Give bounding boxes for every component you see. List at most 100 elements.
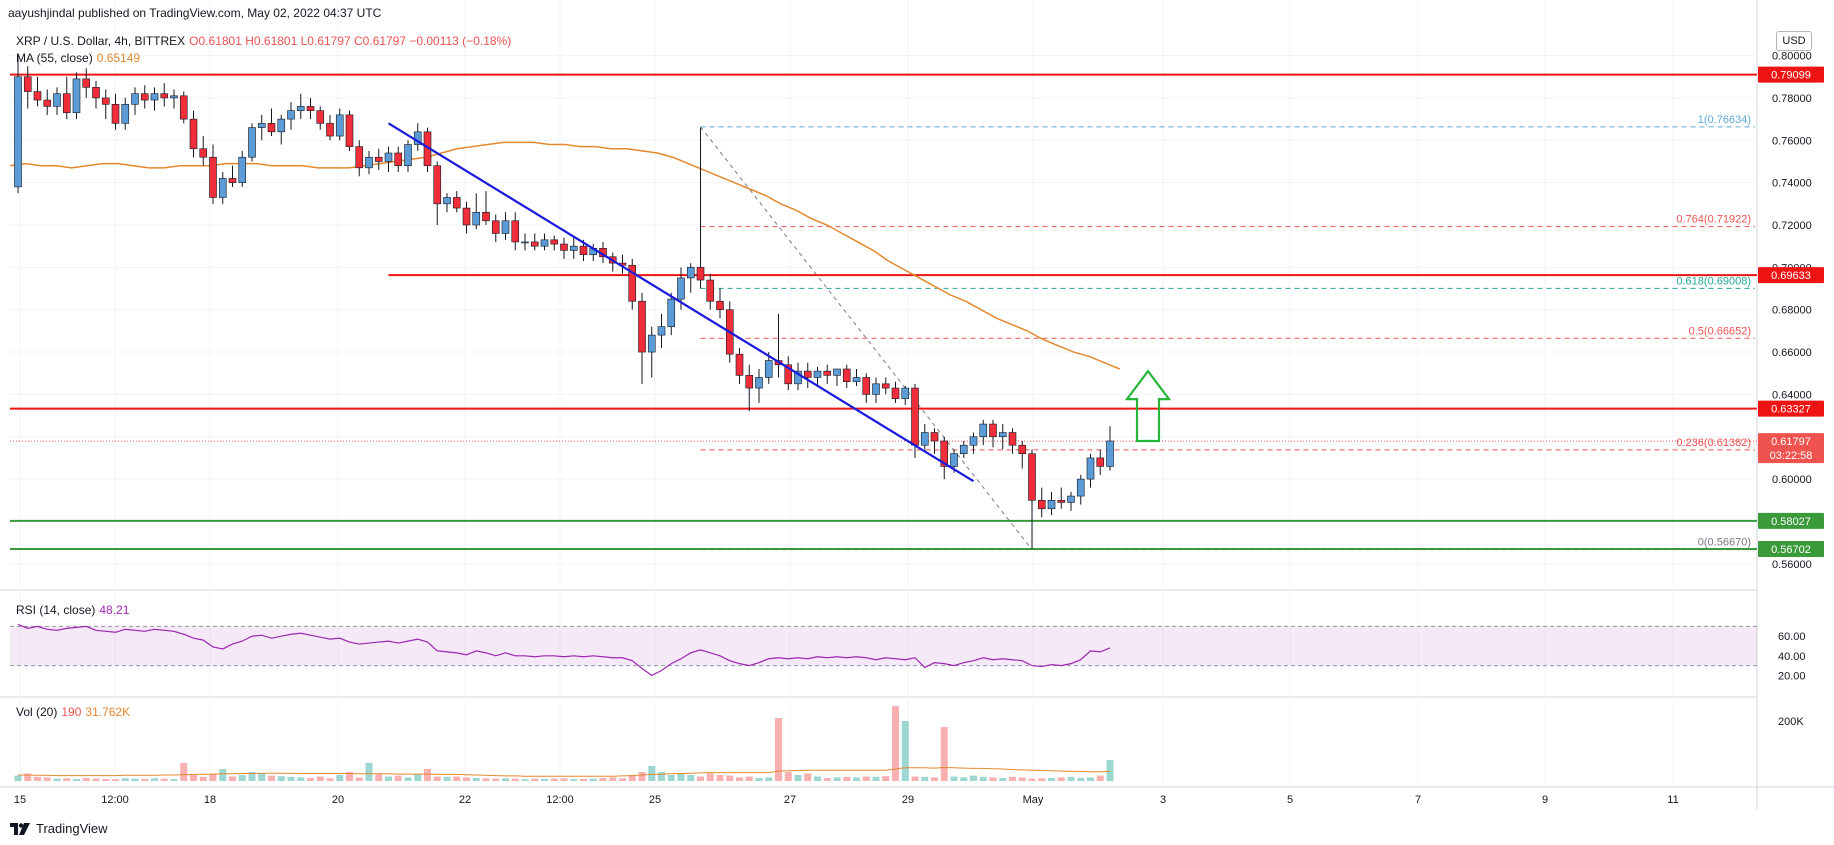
volume-bar: [73, 778, 80, 781]
candle: [1037, 487, 1046, 518]
volume-bar: [1038, 778, 1046, 781]
candle-body: [579, 245, 588, 255]
volume-bar: [433, 776, 441, 781]
volume-bar: [151, 778, 158, 781]
candle-body: [199, 148, 208, 158]
candle-body: [735, 353, 744, 376]
candle: [111, 93, 120, 130]
candle-body: [920, 432, 929, 446]
volume-bar: [921, 776, 929, 781]
price-label-text: 0.58027: [1771, 516, 1811, 528]
candle-body: [667, 298, 676, 327]
volume-bar: [346, 772, 353, 781]
volume-bar: [950, 776, 958, 781]
y-tick-label: 0.68000: [1772, 305, 1812, 317]
volume-bar: [424, 769, 431, 781]
candle: [365, 150, 373, 175]
candle: [550, 235, 559, 251]
volume-tick-label: 200K: [1778, 716, 1804, 728]
price-label-box: [1758, 66, 1824, 83]
candle-body: [696, 267, 705, 281]
volume-bar: [882, 776, 890, 781]
candle-body: [170, 95, 178, 99]
candle-body: [1047, 499, 1056, 510]
candle-body: [745, 375, 754, 389]
candle: [1096, 449, 1105, 475]
ma-legend: MA (55, close) 0.65149: [16, 51, 140, 65]
candle-body: [842, 368, 851, 383]
candle-body: [316, 110, 325, 124]
candle: [316, 106, 325, 130]
fib-level-label: 0.236(0.61382): [1676, 437, 1751, 449]
volume-bar: [979, 776, 987, 781]
volume-bar: [307, 778, 314, 781]
candle: [833, 368, 841, 386]
x-tick-label: 22: [459, 794, 471, 806]
candle: [716, 288, 724, 319]
volume-bar: [931, 777, 938, 781]
volume-legend: Vol (20) 190 31.762K: [16, 705, 130, 719]
volume-bar: [823, 778, 831, 781]
candle-body: [628, 264, 637, 302]
volume-bar: [658, 772, 665, 781]
candle: [823, 364, 832, 384]
candle: [267, 108, 276, 137]
volume-bar: [277, 776, 285, 781]
candle: [257, 114, 266, 141]
candle-body: [131, 93, 139, 105]
candle: [657, 313, 666, 348]
candle-body: [657, 326, 666, 336]
x-tick-label: 27: [784, 794, 796, 806]
candle: [735, 347, 744, 384]
footer-brand-name: TradingView: [36, 821, 108, 836]
x-tick-label: 3: [1160, 794, 1166, 806]
volume-bar: [121, 778, 129, 781]
candle-body: [335, 114, 344, 137]
candle-body: [950, 453, 958, 467]
x-tick-label: 15: [14, 794, 26, 806]
candle-body: [472, 211, 481, 226]
candle-body: [452, 197, 461, 209]
candle-body: [189, 118, 198, 150]
volume-bar: [677, 773, 685, 781]
candle: [53, 87, 61, 115]
volume-bar: [53, 778, 61, 781]
candle-body: [872, 383, 880, 395]
x-tick-label: 18: [204, 794, 216, 806]
volume-bar: [14, 775, 22, 781]
x-tick-label: 11: [1667, 794, 1678, 806]
y-tick-label: 0.56000: [1772, 559, 1812, 571]
volume-bar: [463, 777, 470, 781]
candle: [745, 364, 754, 412]
price-label-text: 0.63327: [1771, 404, 1811, 416]
volume-bar: [34, 776, 41, 781]
x-tick-label: 25: [649, 794, 661, 806]
volume-bar: [745, 776, 753, 781]
volume-bar: [794, 775, 802, 781]
candle: [862, 373, 871, 403]
candle-body: [794, 370, 802, 385]
candle-body: [901, 387, 910, 399]
y-tick-label: 0.66000: [1772, 347, 1812, 359]
candle: [345, 110, 354, 151]
candle-body: [852, 377, 861, 383]
volume-bar: [580, 778, 587, 781]
price-label-box: [1758, 400, 1824, 417]
candle: [774, 313, 783, 378]
currency-badge[interactable]: USD: [1776, 31, 1812, 51]
candle-body: [1008, 432, 1017, 446]
candle: [1028, 449, 1036, 549]
symbol-name: XRP / U.S. Dollar, 4h, BITTREX: [16, 34, 186, 48]
candle: [560, 237, 568, 259]
candle-body: [911, 387, 919, 446]
candle-body: [33, 91, 42, 101]
rsi-value: 48.21: [99, 603, 130, 617]
candle-body: [647, 334, 656, 353]
volume-bar: [268, 775, 275, 781]
rsi-legend: RSI (14, close) 48.21: [16, 603, 129, 617]
candle: [686, 263, 695, 293]
candle: [92, 81, 100, 109]
candle: [647, 326, 656, 378]
candle-body: [862, 377, 871, 395]
